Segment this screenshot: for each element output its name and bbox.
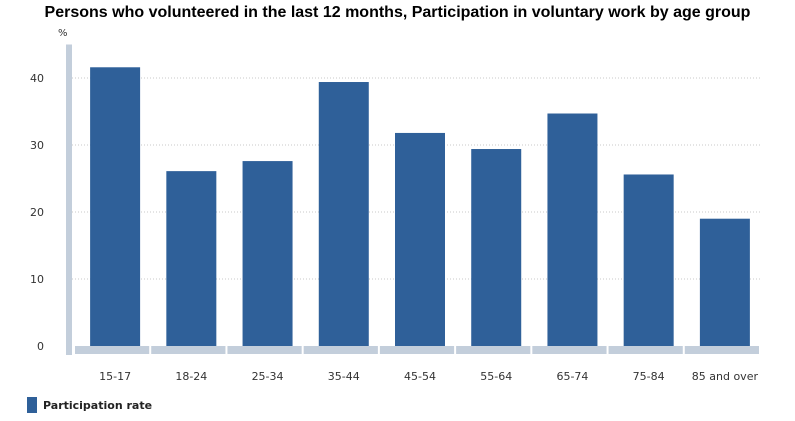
- y-axis-unit-label: %: [58, 28, 68, 39]
- bar: [547, 113, 598, 346]
- x-tick-label: 75-84: [633, 370, 665, 383]
- x-tick-label: 18-24: [175, 370, 207, 383]
- y-tick-label: 10: [30, 273, 44, 286]
- legend-swatch: [27, 397, 37, 413]
- x-axis-segment: [151, 346, 226, 354]
- legend: Participation rate: [27, 397, 152, 413]
- chart-title: Persons who volunteered in the last 12 m…: [44, 4, 751, 21]
- bar: [90, 67, 141, 346]
- x-axis-segment: [532, 346, 607, 354]
- x-axis-bar: [75, 346, 759, 354]
- y-tick-label: 20: [30, 206, 44, 219]
- x-tick-label: 55-64: [480, 370, 512, 383]
- bar: [699, 218, 750, 346]
- bar: [242, 161, 293, 346]
- x-tick-label: 85 and over: [692, 370, 759, 383]
- x-axis-segment: [227, 346, 302, 354]
- x-tick-label: 25-34: [252, 370, 284, 383]
- bar: [318, 82, 369, 347]
- y-tick-label: 30: [30, 139, 44, 152]
- y-tick-label: 40: [30, 72, 44, 85]
- x-axis-segment: [379, 346, 455, 354]
- y-axis-ticks: 0 10 20 30 40: [30, 72, 44, 353]
- bar: [471, 149, 522, 346]
- x-axis-segment: [75, 346, 150, 354]
- x-tick-label: 35-44: [328, 370, 360, 383]
- bars: [90, 67, 750, 347]
- x-axis-ticks: 15-17 18-24 25-34 35-44 45-54 55-64 65-74 75-84…: [99, 370, 758, 383]
- x-axis-segment: [684, 346, 759, 354]
- x-axis-segment: [608, 346, 683, 354]
- x-tick-label: 45-54: [404, 370, 436, 383]
- bar: [395, 132, 445, 346]
- bar: [623, 174, 674, 346]
- x-axis-segment: [456, 346, 531, 354]
- x-tick-label: 15-17: [99, 370, 131, 383]
- bar: [166, 171, 217, 346]
- y-axis-bar: [66, 44, 72, 355]
- legend-label: Participation rate: [43, 398, 153, 412]
- x-axis-segment: [303, 346, 378, 354]
- y-tick-label: 0: [37, 340, 44, 353]
- x-tick-label: 65-74: [556, 370, 588, 383]
